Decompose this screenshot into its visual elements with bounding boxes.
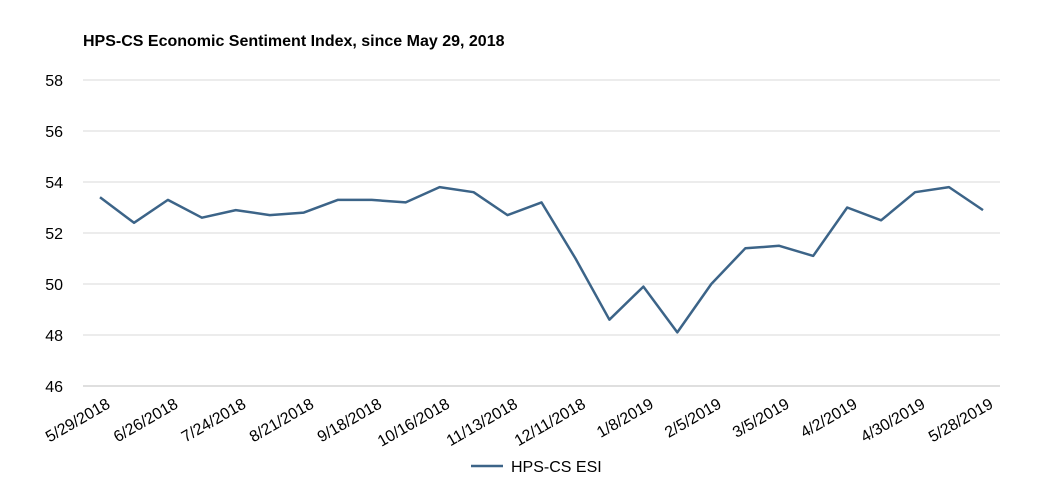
x-tick-label: 3/5/2019 bbox=[730, 396, 793, 442]
y-tick-label: 56 bbox=[45, 124, 63, 141]
legend-label: HPS-CS ESI bbox=[511, 459, 602, 476]
x-tick-label: 12/11/2018 bbox=[512, 396, 589, 450]
x-tick-label: 9/18/2018 bbox=[315, 396, 385, 446]
x-tick-label: 11/13/2018 bbox=[444, 396, 521, 450]
y-tick-label: 52 bbox=[45, 226, 63, 243]
y-tick-label: 50 bbox=[45, 277, 63, 294]
chart-title: HPS-CS Economic Sentiment Index, since M… bbox=[83, 33, 505, 50]
x-tick-label: 10/16/2018 bbox=[375, 396, 453, 451]
x-tick-label: 5/28/2019 bbox=[926, 396, 996, 446]
y-tick-label: 48 bbox=[45, 328, 63, 345]
gridlines bbox=[83, 79, 1000, 387]
series-line-0 bbox=[99, 185, 984, 334]
x-tick-label: 2/5/2019 bbox=[662, 396, 725, 442]
x-tick-label: 4/30/2019 bbox=[858, 396, 928, 446]
x-tick-label: 4/2/2019 bbox=[798, 396, 861, 442]
legend: HPS-CS ESI bbox=[471, 459, 602, 476]
y-tick-label: 58 bbox=[45, 73, 63, 90]
x-tick-label: 7/24/2018 bbox=[179, 396, 249, 446]
series-layer bbox=[99, 185, 984, 334]
x-tick-label: 1/8/2019 bbox=[594, 396, 657, 442]
y-axis: 46 48 50 52 54 56 58 bbox=[45, 73, 63, 396]
x-tick-label: 5/29/2018 bbox=[43, 396, 113, 446]
y-tick-label: 46 bbox=[45, 379, 63, 396]
x-tick-label: 6/26/2018 bbox=[111, 396, 181, 446]
x-tick-label: 8/21/2018 bbox=[247, 396, 317, 446]
y-tick-label: 54 bbox=[45, 175, 63, 192]
x-axis: 5/29/20186/26/20187/24/20188/21/20189/18… bbox=[43, 396, 996, 451]
